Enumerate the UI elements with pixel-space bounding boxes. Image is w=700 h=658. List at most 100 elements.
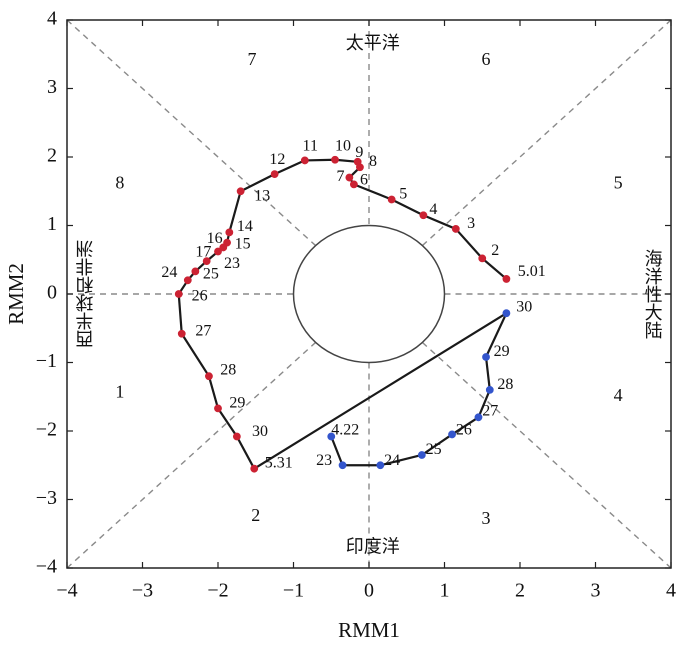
april-data-point [482, 353, 490, 361]
may-data-point [419, 211, 428, 220]
phase-number-label: 1 [115, 381, 124, 401]
may-data-point [300, 156, 309, 165]
day-label: 14 [237, 218, 253, 235]
x-tick-label: 4 [666, 580, 676, 602]
may-data-point [349, 180, 358, 189]
region-label-indian-ocean: 印度洋 [346, 536, 400, 557]
may-data-point [451, 225, 460, 233]
phase-number-label: 6 [482, 49, 491, 69]
diagonal-divider-line [421, 341, 672, 569]
may-data-point [174, 290, 183, 298]
day-label: 29 [494, 343, 510, 360]
may-data-point [502, 275, 511, 283]
may-data-point [232, 432, 241, 441]
y-tick-label: −4 [36, 556, 57, 578]
may-data-point [270, 170, 279, 179]
y-tick-label: 0 [47, 282, 57, 304]
day-label: 26 [192, 287, 208, 304]
x-tick-label: −1 [283, 580, 304, 602]
may-data-point [478, 254, 487, 263]
may-data-point [353, 157, 362, 166]
day-label: 8 [369, 153, 377, 170]
y-tick-label: 2 [47, 145, 57, 167]
day-label: 15 [235, 235, 251, 252]
x-tick-label: −4 [56, 580, 77, 602]
x-tick-label: 2 [515, 580, 525, 602]
x-tick-label: 3 [591, 580, 601, 602]
diagonal-divider-line [66, 19, 317, 247]
day-label: 4.22 [331, 422, 359, 439]
day-label: 28 [497, 376, 513, 393]
may-data-point [219, 243, 228, 252]
region-label-pacific: 太平洋 [346, 33, 400, 54]
day-label: 13 [254, 187, 270, 204]
may-data-point [177, 329, 186, 338]
day-label: 5.01 [518, 263, 546, 280]
x-tick-label: 0 [364, 580, 374, 602]
april-data-point [474, 413, 483, 422]
may-data-point [345, 173, 354, 182]
day-label: 24 [161, 264, 177, 281]
may-data-point [191, 267, 200, 276]
day-label: 30 [516, 298, 532, 315]
day-label: 29 [229, 394, 245, 411]
y-tick-label: 1 [47, 213, 57, 235]
day-label: 5 [399, 185, 407, 202]
diagonal-divider-line [421, 19, 672, 247]
x-tick-label: −3 [132, 580, 153, 602]
may-data-point [250, 464, 259, 473]
may-data-point [214, 247, 222, 256]
x-tick-label: 1 [440, 580, 450, 602]
day-label: 17 [195, 244, 211, 261]
phase-number-label: 5 [614, 173, 623, 193]
day-label: 27 [195, 322, 211, 339]
day-label: 11 [303, 137, 318, 154]
day-label: 6 [360, 172, 368, 189]
day-label: 16 [207, 230, 223, 247]
diagonal-divider-line [66, 341, 317, 569]
april-data-point [376, 461, 385, 470]
may-data-point [183, 276, 192, 285]
may-data-point [236, 187, 245, 196]
may-data-point [387, 195, 396, 204]
april-data-point [327, 432, 336, 441]
day-label: 9 [355, 144, 363, 161]
day-label: 25 [426, 441, 442, 458]
phase-number-label: 7 [247, 49, 256, 69]
may-data-point [331, 155, 339, 164]
april-data-point [338, 461, 347, 470]
day-label: 4 [429, 201, 437, 218]
y-axis-title: RMM2 [4, 263, 28, 325]
day-label: 30 [252, 423, 268, 440]
phase-number-label: 3 [482, 508, 491, 528]
y-tick-label: −2 [36, 419, 57, 441]
may-data-point [225, 228, 234, 237]
may-data-point [202, 257, 211, 266]
day-label: 23 [224, 255, 240, 272]
y-tick-label: −3 [36, 487, 57, 509]
day-label: 28 [220, 361, 236, 378]
x-axis-title: RMM1 [338, 618, 400, 642]
day-label: 2 [491, 242, 499, 259]
y-tick-label: −1 [36, 350, 57, 372]
may-data-point [214, 404, 222, 413]
day-label: 24 [384, 452, 400, 469]
day-label: 7 [337, 168, 345, 185]
april-data-point [448, 430, 456, 439]
amplitude-circle [292, 224, 446, 364]
day-label: 3 [467, 215, 475, 232]
day-label: 23 [316, 452, 332, 469]
day-label: 27 [482, 402, 498, 419]
day-label: 5.31 [265, 455, 293, 472]
region-label-western-hemisphere-africa: 西半球和非洲 [75, 240, 96, 348]
phase-number-label: 4 [614, 385, 623, 405]
day-label: 25 [203, 265, 219, 282]
april-data-point [485, 385, 494, 394]
x-tick-label: −2 [207, 580, 228, 602]
y-tick-label: 3 [47, 76, 57, 98]
day-label: 12 [269, 151, 285, 168]
region-label-maritime-continent: 海洋性大陆 [642, 249, 663, 339]
phase-number-label: 2 [251, 505, 260, 525]
